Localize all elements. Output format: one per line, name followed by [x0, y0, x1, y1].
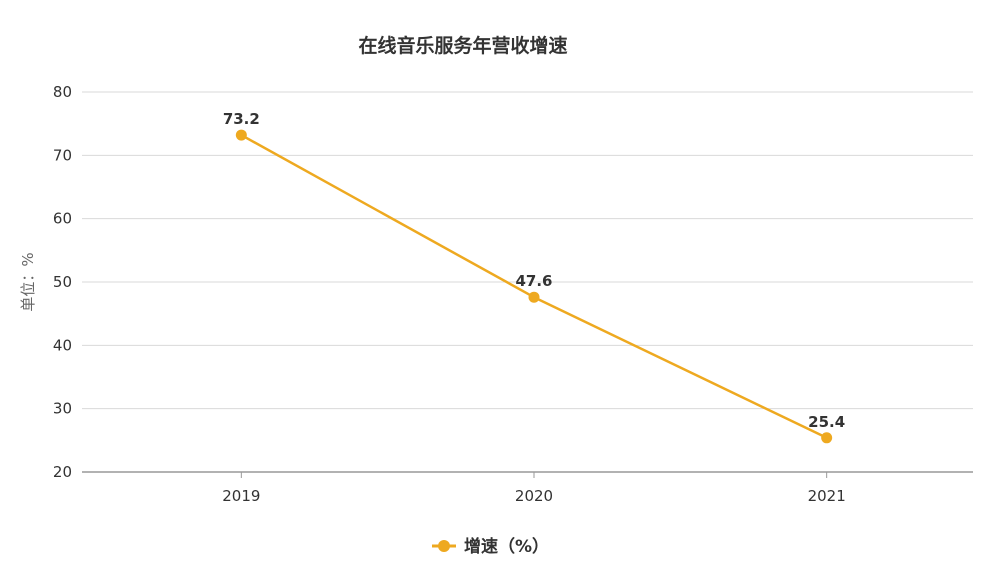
y-tick-label: 70 [53, 146, 72, 164]
data-label: 47.6 [515, 272, 552, 290]
x-tick-label: 2021 [808, 487, 846, 505]
data-label: 73.2 [223, 110, 260, 128]
axes: 20 30 40 50 60 70 80 2019 2020 2021 [53, 83, 973, 505]
data-point[interactable] [235, 129, 247, 141]
series-group: 73.2 47.6 25.4 [223, 110, 845, 444]
chart-title: 在线音乐服务年营收增速 [358, 34, 567, 57]
data-label: 25.4 [808, 413, 845, 431]
y-axis-title: 单位：% [19, 252, 37, 311]
y-tick-label: 20 [53, 463, 72, 481]
x-tick-label: 2020 [515, 487, 553, 505]
y-tick-label: 30 [53, 400, 72, 418]
y-tick-label: 60 [53, 210, 72, 228]
x-tick-label: 2019 [222, 487, 260, 505]
y-tick-label: 80 [53, 83, 72, 101]
y-tick-label: 40 [53, 336, 72, 354]
legend[interactable]: 增速（%） [432, 536, 549, 557]
y-tick-label: 50 [53, 273, 72, 291]
gridlines [82, 91, 973, 410]
legend-marker-icon [438, 540, 450, 552]
legend-label[interactable]: 增速（%） [464, 536, 549, 557]
data-point[interactable] [528, 291, 540, 303]
data-point[interactable] [821, 432, 833, 444]
